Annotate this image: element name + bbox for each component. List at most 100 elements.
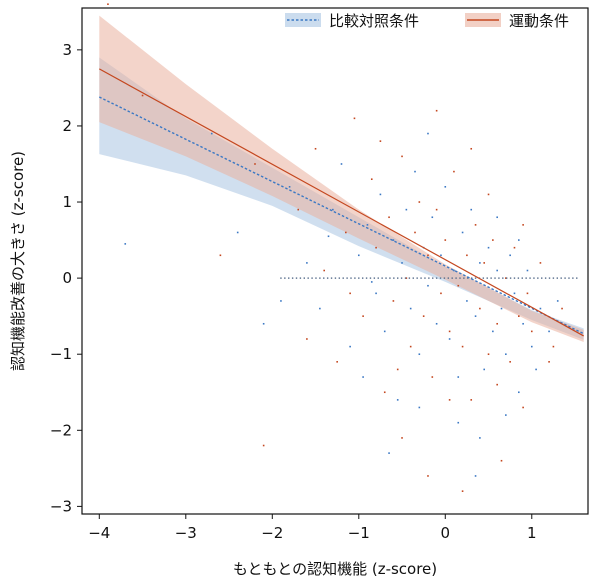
data-point	[505, 353, 507, 356]
data-point	[401, 437, 403, 439]
data-point	[576, 277, 578, 279]
data-point	[487, 246, 490, 249]
data-point	[414, 170, 416, 173]
data-point	[392, 300, 395, 302]
data-point	[526, 269, 529, 272]
data-point	[418, 406, 421, 409]
data-point	[470, 208, 473, 211]
data-point	[537, 277, 539, 279]
data-point	[522, 406, 524, 409]
y-tick-label: −1	[50, 345, 72, 363]
data-point	[375, 292, 377, 295]
data-point	[500, 307, 503, 310]
data-point	[496, 216, 498, 219]
y-tick-label: 3	[62, 41, 72, 59]
data-point	[288, 186, 291, 188]
data-point	[548, 330, 550, 333]
data-point	[345, 231, 347, 234]
data-point	[494, 277, 496, 279]
data-point	[518, 239, 520, 241]
data-point	[315, 277, 317, 279]
data-point	[254, 163, 256, 165]
data-points	[107, 3, 578, 492]
data-point	[385, 277, 387, 279]
data-point	[389, 277, 391, 279]
data-point	[451, 277, 453, 279]
data-point	[533, 277, 535, 279]
data-point	[424, 277, 426, 279]
data-point	[362, 315, 364, 317]
data-point	[552, 345, 555, 348]
data-point	[490, 277, 492, 279]
y-tick-label: 0	[62, 269, 72, 287]
data-point	[548, 277, 551, 279]
data-point	[427, 254, 429, 257]
data-point	[482, 277, 485, 279]
data-point	[500, 459, 503, 462]
data-point	[323, 277, 325, 279]
data-point	[353, 117, 356, 120]
data-point	[522, 322, 524, 325]
data-point	[388, 452, 390, 454]
data-point	[479, 437, 481, 439]
x-tick-label: −3	[175, 524, 197, 542]
data-point	[564, 277, 566, 279]
data-point	[354, 277, 356, 279]
data-point	[370, 281, 373, 283]
data-point	[461, 231, 464, 234]
data-point	[332, 208, 334, 211]
data-point	[396, 368, 399, 371]
data-point	[405, 208, 408, 211]
data-point	[526, 292, 529, 295]
data-point	[470, 277, 473, 279]
data-point	[393, 277, 395, 279]
data-point	[377, 277, 379, 279]
data-point	[262, 444, 265, 447]
data-point	[427, 132, 429, 135]
x-tick-label: −2	[261, 524, 283, 542]
data-point	[416, 277, 418, 279]
data-point	[572, 277, 574, 279]
data-point	[479, 307, 481, 310]
data-point	[361, 277, 364, 279]
data-point	[439, 277, 442, 279]
data-point	[518, 315, 520, 317]
confidence-bands	[99, 15, 584, 343]
data-point	[346, 277, 348, 279]
data-point	[366, 224, 369, 226]
data-point	[556, 300, 559, 302]
data-point	[444, 239, 447, 241]
data-point	[280, 300, 282, 302]
data-point	[509, 254, 511, 257]
data-point	[375, 246, 377, 249]
data-point	[479, 262, 481, 264]
data-point	[487, 193, 490, 196]
data-point	[306, 262, 308, 264]
data-point	[396, 399, 399, 401]
data-point	[505, 277, 508, 279]
data-point	[466, 254, 468, 257]
data-point	[319, 307, 321, 310]
data-point	[496, 269, 498, 272]
data-point	[414, 231, 416, 234]
data-point	[428, 277, 430, 279]
data-point	[539, 262, 542, 264]
data-point	[358, 277, 360, 279]
data-point	[408, 277, 411, 279]
data-point	[467, 277, 469, 279]
data-point	[505, 277, 507, 279]
data-point	[556, 277, 558, 279]
data-point	[522, 224, 524, 226]
data-point	[492, 330, 494, 333]
data-point	[330, 277, 333, 279]
legend: 比較対照条件 運動条件	[285, 12, 569, 30]
data-point	[297, 208, 300, 211]
data-point	[427, 284, 429, 287]
data-point	[338, 277, 341, 279]
data-point	[107, 3, 109, 5]
data-point	[474, 277, 477, 279]
data-point	[124, 243, 127, 245]
data-point	[448, 330, 451, 333]
data-point	[435, 208, 438, 211]
data-point	[568, 277, 570, 279]
